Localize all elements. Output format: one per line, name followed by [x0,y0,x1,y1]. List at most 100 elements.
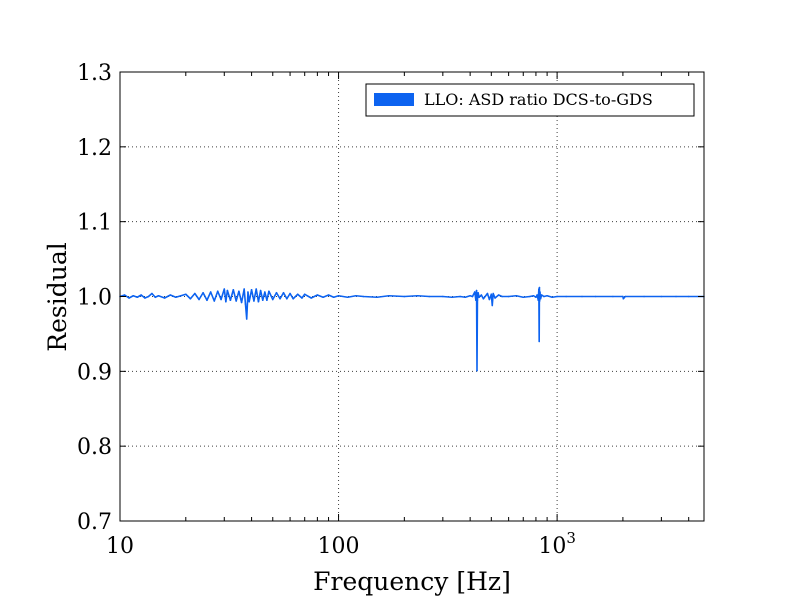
legend-label: LLO: ASD ratio DCS-to-GDS [424,90,653,109]
data-point [310,297,313,299]
legend-box [365,83,695,117]
data-point [154,296,157,299]
data-point [216,290,219,293]
data-point [198,298,200,301]
data-point [220,298,222,301]
data-point [132,294,135,297]
data-point [522,296,525,299]
data-point [235,300,237,302]
data-point [346,296,349,299]
data-point [332,296,335,299]
data-point [538,340,540,343]
data-point [537,299,540,302]
data-point [476,369,478,372]
data-point [184,293,187,296]
legend-swatch [374,93,414,106]
data-point [303,293,306,296]
data-point [475,289,478,292]
data-point [376,296,378,299]
data-point [388,294,390,297]
data-point [247,291,249,293]
data-point [223,288,226,290]
x-tick-label: 100 [318,534,360,559]
data-point [243,288,245,290]
data-point [536,294,538,296]
data-point [473,291,476,293]
data-point [322,296,324,299]
data-point [451,296,453,299]
data-point [240,301,243,304]
data-point [538,286,541,289]
data-point [180,294,182,297]
data-point [151,292,153,295]
x-tick-label: 10 [106,534,134,559]
data-point [556,295,558,298]
data-point [282,291,285,294]
data-point [232,288,235,291]
legend: LLO: ASD ratio DCS-to-GDS [365,83,695,117]
data-point [244,303,247,305]
data-point [225,300,227,303]
series-layer [119,286,705,372]
data-point [253,300,255,302]
data-point [257,300,260,303]
data-point [538,288,540,290]
data-point [144,297,146,299]
data-point [501,295,503,298]
y-tick-label: 0.7 [77,510,112,535]
data-point [327,294,330,296]
data-point [624,295,627,298]
data-point [238,290,240,293]
data-point [169,294,172,296]
y-tick-label: 0.9 [77,360,112,385]
data-point [157,294,160,297]
data-point [128,297,130,299]
data-point [337,294,340,297]
data-point [136,296,139,299]
y-tick-labels: 0.7 0.8 0.9 1.0 1.1 1.2 1.3 [77,61,112,535]
data-point [459,295,461,298]
data-point [403,295,406,298]
data-point [248,300,250,303]
data-point [622,297,625,300]
data-point [147,295,150,298]
y-tick-label: 1.0 [77,286,112,311]
data-point [660,295,663,298]
x-tick-exponent: 3 [566,529,576,547]
data-point [229,299,232,302]
data-point [491,304,494,307]
x-axis-label: Frequency [Hz] [313,567,511,596]
data-point [292,297,294,300]
data-point [428,295,431,298]
data-point [355,294,357,297]
data-point [250,288,253,291]
data-point [612,295,614,298]
data-point [565,295,567,298]
data-point [123,294,126,296]
data-point [594,295,597,298]
data-point [497,294,500,296]
data-point [543,295,545,298]
data-point [296,293,299,296]
data-point [515,294,518,297]
data-point [480,294,483,296]
data-point [206,299,208,302]
data-point [532,294,535,297]
data-point [259,289,262,292]
data-point [189,297,192,300]
data-point [492,292,495,295]
data-point [475,299,477,302]
plot-frame [119,71,705,522]
data-point [174,296,177,299]
data-point [581,295,583,298]
data-point [301,297,303,299]
data-point [286,297,288,300]
data-point [471,295,474,298]
data-point [362,295,365,298]
axis-ticks [119,71,704,522]
y-tick-label: 1.2 [77,136,112,161]
data-point [289,292,291,295]
data-point [245,318,248,320]
data-point [194,292,196,295]
data-point [675,295,677,298]
